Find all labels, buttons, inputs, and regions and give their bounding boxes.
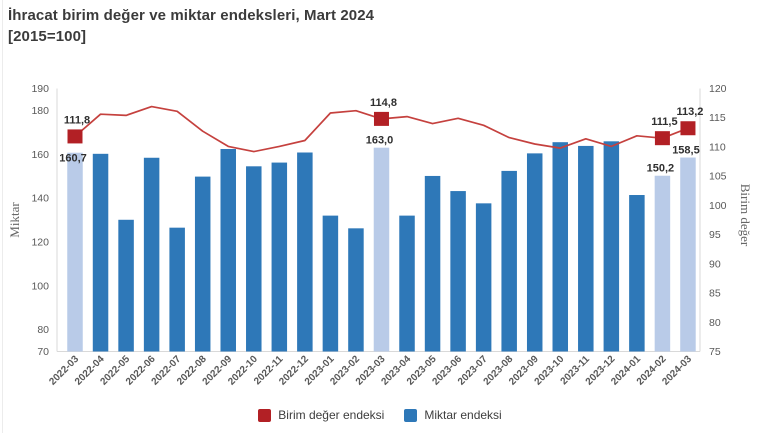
left-axis-tick-70: 70 bbox=[37, 346, 49, 358]
bar-2023-06[interactable] bbox=[450, 191, 466, 352]
bar-2023-10[interactable] bbox=[552, 142, 569, 352]
right-axis-tick-115: 115 bbox=[709, 112, 726, 124]
line-value-label-2024-03: 113,2 bbox=[676, 106, 703, 118]
chart-legend: Birim değer endeksi Miktar endeksi bbox=[0, 404, 760, 426]
line-value-label-2022-03: 111,8 bbox=[64, 114, 90, 126]
bar-2022-08[interactable] bbox=[194, 176, 211, 352]
right-axis-tick-75: 75 bbox=[709, 346, 721, 358]
bar-2024-01[interactable] bbox=[629, 195, 645, 352]
bar-value-label-2023-03: 163,0 bbox=[366, 135, 394, 147]
right-axis-tick-90: 90 bbox=[709, 258, 721, 270]
right-axis-tick-95: 95 bbox=[709, 229, 721, 241]
chart-title-block: İhracat birim değer ve miktar endeksleri… bbox=[8, 5, 568, 47]
left-axis-tick-140: 140 bbox=[31, 193, 49, 205]
bar-value-label-2024-02: 150,2 bbox=[647, 163, 675, 175]
line-value-label-2023-03: 114,8 bbox=[370, 97, 397, 109]
left-axis-tick-180: 180 bbox=[31, 105, 49, 117]
legend-label-birim-deger: Birim değer endeksi bbox=[278, 408, 385, 422]
marker-2022-03[interactable] bbox=[67, 129, 83, 144]
left-axis-tick-160: 160 bbox=[31, 149, 49, 161]
bar-2023-03[interactable] bbox=[373, 147, 390, 352]
bar-2022-12[interactable] bbox=[297, 152, 313, 352]
bar-2023-01[interactable] bbox=[322, 215, 339, 352]
legend-item-birim-deger[interactable]: Birim değer endeksi bbox=[258, 408, 384, 422]
page-left-border bbox=[2, 0, 3, 433]
bar-2022-03[interactable] bbox=[67, 152, 83, 352]
right-axis-tick-100: 100 bbox=[709, 200, 727, 212]
legend-label-miktar: Miktar endeksi bbox=[424, 408, 502, 422]
bar-2023-08[interactable] bbox=[501, 170, 517, 352]
marker-2024-02[interactable] bbox=[654, 131, 670, 146]
bar-2023-05[interactable] bbox=[424, 175, 441, 352]
bar-2023-04[interactable] bbox=[399, 215, 415, 352]
bar-2022-06[interactable] bbox=[143, 157, 160, 352]
left-axis-tick-80: 80 bbox=[37, 324, 49, 336]
bar-2022-05[interactable] bbox=[118, 219, 134, 352]
legend-item-miktar[interactable]: Miktar endeksi bbox=[404, 408, 502, 422]
line-value-label-2024-02: 111,5 bbox=[651, 116, 677, 128]
bar-2022-04[interactable] bbox=[92, 153, 109, 352]
bar-2024-03[interactable] bbox=[680, 157, 696, 352]
right-axis-tick-120: 120 bbox=[709, 83, 727, 95]
left-axis-title: Miktar bbox=[7, 202, 22, 238]
chart-subtitle: [2015=100] bbox=[8, 28, 87, 45]
right-axis-tick-85: 85 bbox=[709, 288, 721, 300]
legend-swatch-birim-deger bbox=[258, 408, 272, 422]
bar-value-label-2024-03: 158,5 bbox=[672, 145, 700, 157]
bar-value-label-2022-03: 160,7 bbox=[59, 153, 87, 165]
bar-2022-10[interactable] bbox=[246, 166, 262, 352]
bar-2023-12[interactable] bbox=[603, 141, 620, 352]
left-axis-tick-120: 120 bbox=[31, 236, 49, 248]
marker-2024-03[interactable] bbox=[680, 121, 696, 136]
chart-title: İhracat birim değer ve miktar endeksleri… bbox=[8, 7, 375, 24]
bar-2023-07[interactable] bbox=[475, 203, 492, 352]
right-axis-tick-110: 110 bbox=[709, 141, 726, 153]
bar-2023-09[interactable] bbox=[526, 153, 543, 352]
legend-swatch-miktar bbox=[404, 408, 418, 422]
right-axis-tick-80: 80 bbox=[709, 317, 721, 329]
marker-2023-03[interactable] bbox=[373, 111, 389, 126]
bar-2024-02[interactable] bbox=[654, 175, 671, 352]
left-axis-tick-190: 190 bbox=[31, 83, 49, 95]
bar-2022-11[interactable] bbox=[271, 162, 288, 352]
right-axis-tick-105: 105 bbox=[709, 171, 727, 183]
bar-2023-02[interactable] bbox=[348, 228, 364, 352]
right-axis-title: Birim değer bbox=[738, 184, 753, 247]
left-axis-tick-100: 100 bbox=[31, 280, 49, 292]
bar-2022-09[interactable] bbox=[220, 148, 236, 352]
bar-2023-11[interactable] bbox=[578, 145, 594, 352]
bar-2022-07[interactable] bbox=[169, 227, 185, 352]
